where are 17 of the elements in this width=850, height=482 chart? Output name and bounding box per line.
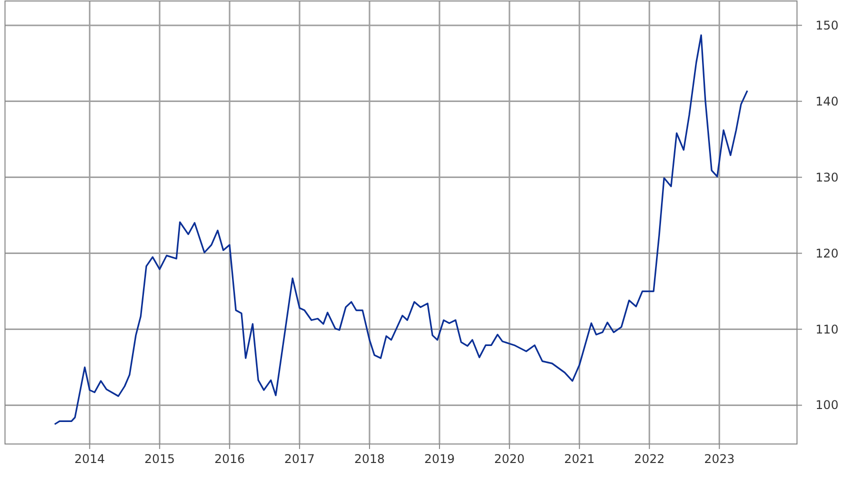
x-tick-label: 2023 xyxy=(704,452,735,466)
x-tick-label: 2014 xyxy=(74,452,105,466)
y-tick-label: 150 xyxy=(816,18,838,32)
y-tick-label: 130 xyxy=(816,170,838,184)
x-tick-label: 2016 xyxy=(214,452,245,466)
y-tick-label: 110 xyxy=(816,322,838,336)
x-tick-label: 2021 xyxy=(564,452,595,466)
x-tick-label: 2019 xyxy=(424,452,455,466)
x-tick-label: 2020 xyxy=(494,452,525,466)
line-series xyxy=(54,34,748,426)
x-tick-label: 2015 xyxy=(144,452,175,466)
x-tick-label: 2022 xyxy=(634,452,665,466)
y-tick-label: 140 xyxy=(816,94,838,108)
x-tick-label: 2017 xyxy=(284,452,315,466)
y-tick-label: 120 xyxy=(816,246,838,260)
x-tick-label: 2018 xyxy=(354,452,385,466)
y-tick-label: 100 xyxy=(816,398,838,412)
